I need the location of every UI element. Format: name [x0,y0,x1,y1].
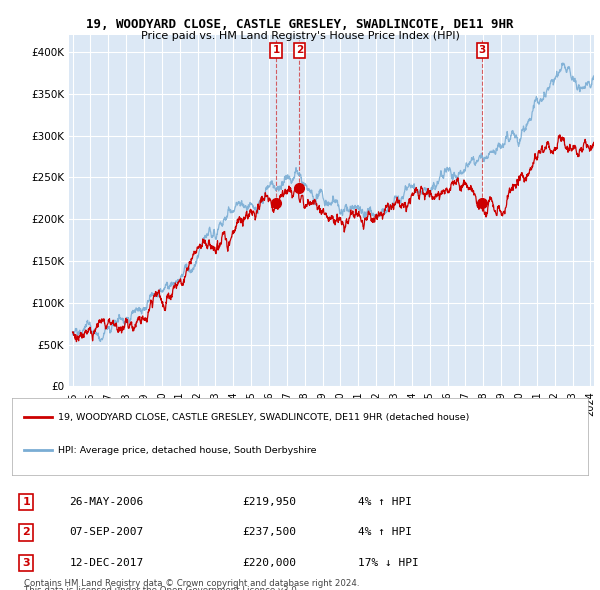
Text: 19, WOODYARD CLOSE, CASTLE GRESLEY, SWADLINCOTE, DE11 9HR: 19, WOODYARD CLOSE, CASTLE GRESLEY, SWAD… [86,18,514,31]
Text: Price paid vs. HM Land Registry's House Price Index (HPI): Price paid vs. HM Land Registry's House … [140,31,460,41]
Text: 1: 1 [272,45,280,55]
Text: 3: 3 [479,45,486,55]
Text: 07-SEP-2007: 07-SEP-2007 [70,527,144,537]
Text: 2: 2 [23,527,30,537]
Text: 1: 1 [23,497,30,507]
Text: £220,000: £220,000 [242,558,296,568]
Text: 26-MAY-2006: 26-MAY-2006 [70,497,144,507]
Text: 4% ↑ HPI: 4% ↑ HPI [358,497,412,507]
Text: This data is licensed under the Open Government Licence v3.0.: This data is licensed under the Open Gov… [24,586,299,590]
Text: 12-DEC-2017: 12-DEC-2017 [70,558,144,568]
Text: HPI: Average price, detached house, South Derbyshire: HPI: Average price, detached house, Sout… [58,446,317,455]
Text: £219,950: £219,950 [242,497,296,507]
Text: 4% ↑ HPI: 4% ↑ HPI [358,527,412,537]
Text: Contains HM Land Registry data © Crown copyright and database right 2024.: Contains HM Land Registry data © Crown c… [24,579,359,588]
Text: 3: 3 [23,558,30,568]
Text: £237,500: £237,500 [242,527,296,537]
Text: 2: 2 [296,45,303,55]
Text: 19, WOODYARD CLOSE, CASTLE GRESLEY, SWADLINCOTE, DE11 9HR (detached house): 19, WOODYARD CLOSE, CASTLE GRESLEY, SWAD… [58,413,469,422]
Text: 17% ↓ HPI: 17% ↓ HPI [358,558,418,568]
